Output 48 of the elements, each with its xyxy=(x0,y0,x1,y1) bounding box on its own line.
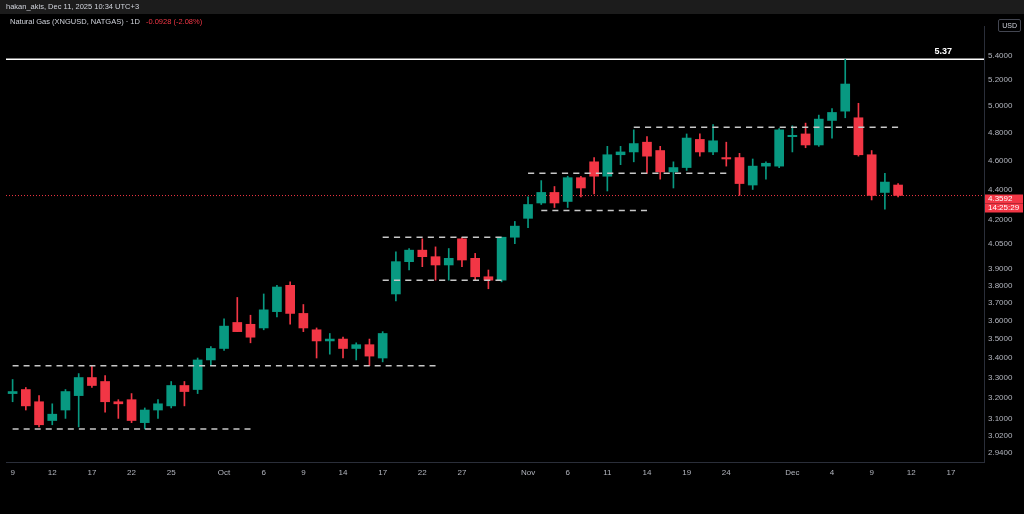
x-tick-label: Nov xyxy=(520,468,536,477)
y-tick-label: 4.4000 xyxy=(988,184,1014,194)
y-tick-label: 4.2000 xyxy=(988,215,1014,225)
y-tick-label: 3.7000 xyxy=(988,297,1014,307)
y-tick-label: 3.9000 xyxy=(988,263,1014,273)
x-tick-label: 17 xyxy=(378,468,388,477)
y-tick-label: 3.6000 xyxy=(988,315,1014,325)
x-tick-label: 9 xyxy=(869,468,875,477)
x-tick-label: Oct xyxy=(217,468,232,477)
candlestick xyxy=(443,248,454,281)
y-tick-label: 3.5000 xyxy=(988,334,1014,344)
y-tick-label: 5.0000 xyxy=(988,101,1014,111)
x-tick-label: 24 xyxy=(721,468,732,477)
x-tick-label: 6 xyxy=(261,468,267,477)
y-tick-label: 3.4000 xyxy=(988,353,1014,363)
x-tick-label: 19 xyxy=(682,468,692,477)
y-tick-label: 2.9400 xyxy=(988,448,1014,458)
x-tick-label: 27 xyxy=(457,468,467,477)
x-tick-label: Dec xyxy=(785,468,800,477)
x-tick-label: 14 xyxy=(642,468,652,477)
y-tick-label: 5.2000 xyxy=(988,75,1014,85)
x-tick-label: 17 xyxy=(87,468,97,477)
x-tick-label: 12 xyxy=(47,468,58,477)
x-tick-label: 22 xyxy=(417,468,428,477)
x-tick-label: 4 xyxy=(829,468,835,477)
y-tick-label: 5.4000 xyxy=(988,50,1014,60)
x-tick-label: 9 xyxy=(301,468,307,477)
candlestick xyxy=(417,238,428,267)
y-tick-label: 3.0200 xyxy=(988,430,1014,440)
x-tick-label: 17 xyxy=(946,468,956,477)
candlestick xyxy=(721,141,732,167)
y-tick-label: 3.3000 xyxy=(988,372,1014,382)
x-tick-label: 6 xyxy=(565,468,571,477)
y-tick-label: 3.2000 xyxy=(988,392,1014,402)
y-tick-label: 3.8000 xyxy=(988,280,1014,290)
x-tick-label: 22 xyxy=(127,468,137,477)
x-tick-label: 12 xyxy=(906,468,917,477)
y-tick-label: 3.1000 xyxy=(988,413,1014,423)
x-tick-label: 11 xyxy=(603,468,613,477)
x-tick-label: 9 xyxy=(10,468,16,477)
x-tick-label: 14 xyxy=(338,468,349,477)
y-tick-label: 4.8000 xyxy=(988,127,1014,137)
ref-line-label: 5.37 xyxy=(934,46,952,57)
y-tick-label: 4.6000 xyxy=(988,155,1014,165)
y-tick-label: 4.0500 xyxy=(988,238,1014,248)
x-tick-label: 25 xyxy=(166,468,177,477)
text: 14:25:29 xyxy=(988,203,1020,213)
ref-line-label: 4.3592 xyxy=(988,194,1014,204)
